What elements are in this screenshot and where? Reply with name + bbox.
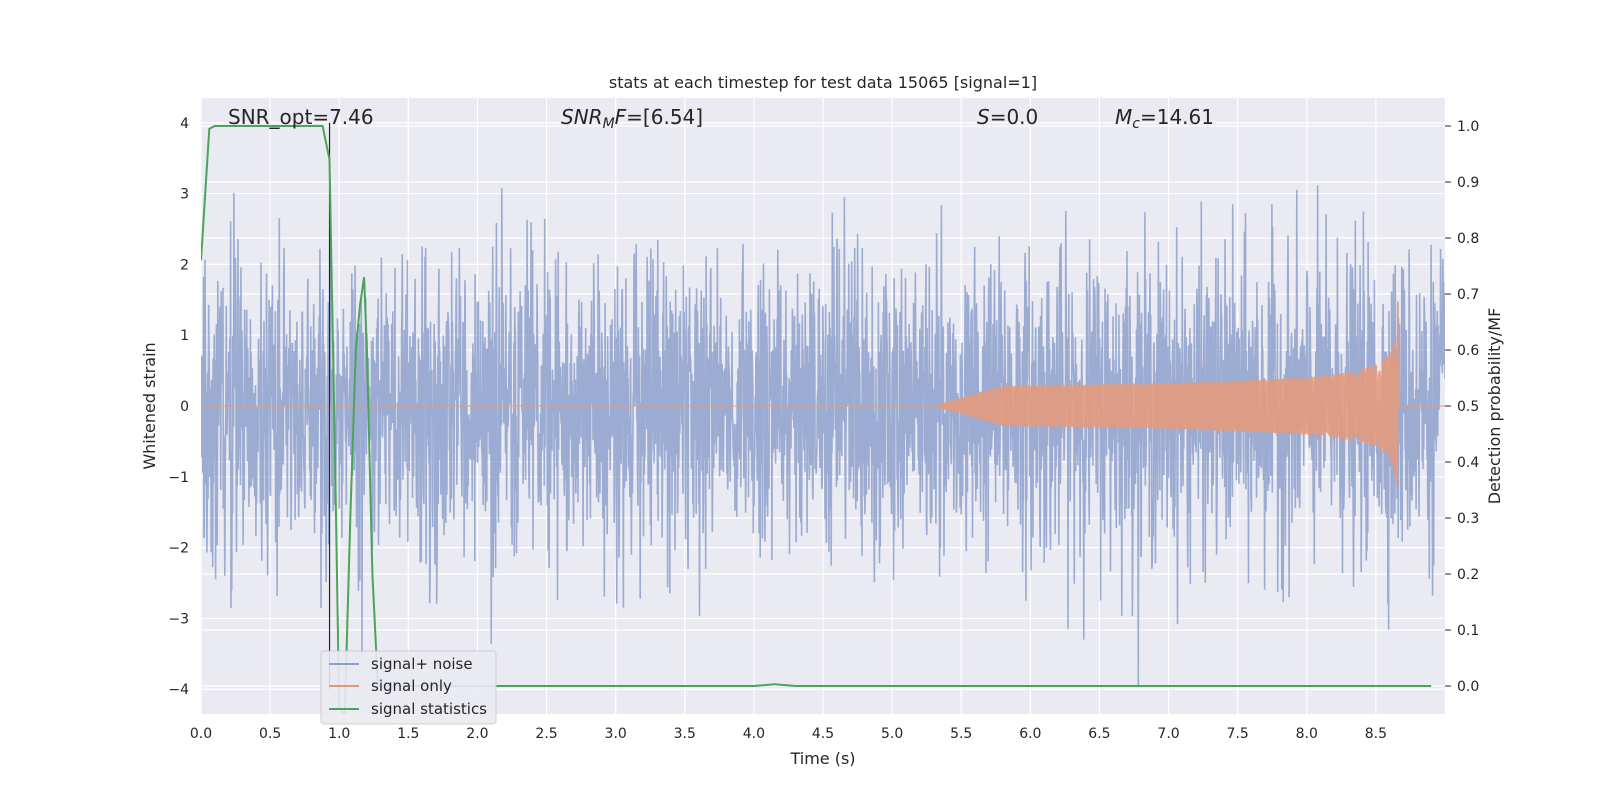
y-right-tick-label: 0.9: [1457, 175, 1479, 191]
x-tick-label: 8.0: [1296, 726, 1318, 742]
y-left-tick-label: 0: [180, 399, 189, 415]
x-tick-label: 5.5: [950, 726, 972, 742]
y-right-tick-label: 0.6: [1457, 343, 1479, 359]
y-left-tick-label: 2: [180, 257, 189, 273]
x-tick-label: 3.0: [605, 726, 627, 742]
y-axis-left-label: Whitened strain: [140, 342, 159, 469]
y-left-tick-label: 1: [180, 328, 189, 344]
y-left-tick-label: −3: [168, 611, 189, 627]
y-left-tick-label: −4: [168, 682, 189, 698]
y-right-tick-label: 0.7: [1457, 287, 1479, 303]
series-line-signal-plus-noise: [201, 185, 1445, 686]
x-tick-label: 7.5: [1227, 726, 1249, 742]
x-tick-label: 8.5: [1365, 726, 1387, 742]
y-right-tick-label: 0.5: [1457, 399, 1479, 415]
y-left-tick-label: −2: [168, 541, 189, 557]
plot-content: [201, 122, 1445, 714]
y-right-tick-label: 1.0: [1457, 119, 1479, 135]
y-axis-left-ticks: 4 3 2 1 0 −1 −2 −3 −4: [168, 116, 189, 698]
x-tick-label: 0.5: [259, 726, 281, 742]
y-right-tick-label: 0.3: [1457, 511, 1479, 527]
x-tick-label: 5.0: [881, 726, 903, 742]
y-axis-right-ticks: 1.0 0.9 0.8 0.7 0.6 0.5 0.4 0.3 0.2 0.1 0.0: [1445, 119, 1479, 695]
x-axis-label: Time (s): [789, 749, 855, 768]
x-tick-label: 4.0: [743, 726, 765, 742]
series-line-signal-statistics: [201, 125, 1432, 714]
y-right-tick-label: 0.0: [1457, 679, 1479, 695]
x-tick-label: 2.0: [466, 726, 488, 742]
annotation-snr-mf: SNRMF=[6.54]: [561, 105, 703, 132]
y-right-tick-label: 0.2: [1457, 567, 1479, 583]
series-line-signal-only: [201, 301, 1445, 487]
y-left-tick-label: 4: [180, 116, 189, 132]
x-tick-label: 6.5: [1088, 726, 1110, 742]
annotation-snr-opt: SNR_opt=7.46: [228, 105, 374, 129]
x-tick-label: 2.5: [535, 726, 557, 742]
legend-label-signal-only: signal only: [371, 677, 452, 695]
x-axis-ticks: 0.0 0.5 1.0 1.5 2.0 2.5 3.0 3.5 4.0 4.5 5.0 5.5 6.0 6…: [190, 726, 1387, 742]
x-tick-label: 6.0: [1019, 726, 1041, 742]
legend-label-signal-plus-noise: signal+ noise: [371, 655, 473, 673]
annotation-s: S=0.0: [977, 105, 1038, 129]
y-right-tick-label: 0.8: [1457, 231, 1479, 247]
x-tick-label: 1.0: [328, 726, 350, 742]
legend: signal+ noise signal only signal statist…: [320, 650, 497, 725]
y-right-tick-label: 0.1: [1457, 623, 1479, 639]
x-tick-label: 0.0: [190, 726, 212, 742]
y-right-tick-label: 0.4: [1457, 455, 1479, 471]
y-left-tick-label: 3: [180, 187, 189, 203]
legend-box: [320, 650, 497, 725]
annotation-mc: Mc=14.61: [1115, 105, 1214, 132]
x-tick-label: 7.0: [1157, 726, 1179, 742]
y-left-tick-label: −1: [168, 470, 189, 486]
x-tick-label: 4.5: [812, 726, 834, 742]
x-tick-label: 3.5: [674, 726, 696, 742]
x-tick-label: 1.5: [397, 726, 419, 742]
chart-title: stats at each timestep for test data 150…: [609, 73, 1037, 92]
legend-label-signal-statistics: signal statistics: [371, 700, 487, 718]
y-axis-right-label: Detection probability/MF: [1485, 308, 1504, 505]
